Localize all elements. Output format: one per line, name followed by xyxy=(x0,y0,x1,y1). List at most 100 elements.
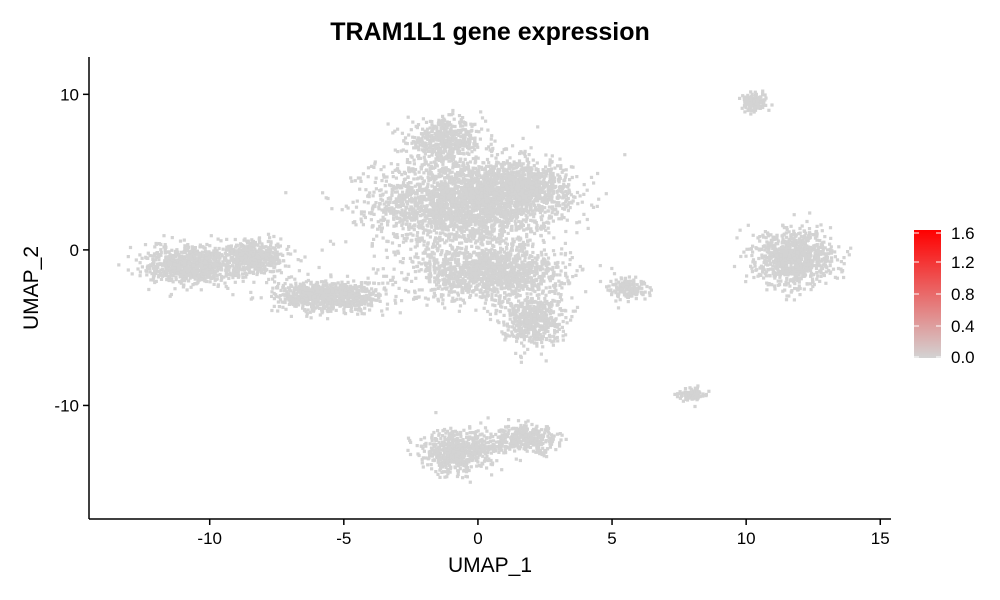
data-point xyxy=(485,186,490,190)
data-point xyxy=(547,221,551,225)
data-point xyxy=(402,139,406,143)
data-point xyxy=(487,217,491,221)
data-point xyxy=(418,239,422,243)
data-point xyxy=(569,193,573,197)
data-point xyxy=(454,129,458,133)
data-point xyxy=(410,279,414,283)
data-point xyxy=(439,218,443,223)
data-point xyxy=(423,261,427,265)
data-point xyxy=(404,288,408,293)
data-point xyxy=(544,165,548,169)
data-point xyxy=(408,188,412,193)
data-point xyxy=(513,170,517,174)
data-point xyxy=(436,193,440,197)
data-point xyxy=(507,264,511,268)
data-point xyxy=(412,216,416,220)
data-point xyxy=(504,210,508,214)
data-point xyxy=(436,206,440,210)
data-point xyxy=(548,193,552,197)
data-point xyxy=(489,225,494,229)
data-point xyxy=(470,150,474,154)
data-point xyxy=(454,185,458,189)
data-point xyxy=(450,179,454,183)
data-point xyxy=(466,132,470,137)
data-point xyxy=(558,283,562,287)
data-point xyxy=(383,184,387,188)
data-point xyxy=(510,225,514,229)
data-point xyxy=(431,202,435,206)
data-point xyxy=(456,291,460,295)
data-point xyxy=(390,206,394,210)
data-point xyxy=(509,270,513,274)
data-point xyxy=(470,244,474,248)
data-point xyxy=(391,170,395,174)
data-point xyxy=(550,184,554,188)
data-point xyxy=(498,197,502,201)
data-point xyxy=(445,132,449,137)
data-point xyxy=(425,134,429,138)
data-point xyxy=(503,291,507,295)
data-point xyxy=(458,241,462,245)
data-point xyxy=(506,231,510,235)
data-point xyxy=(548,180,553,184)
data-point xyxy=(528,238,532,242)
data-point xyxy=(548,171,552,175)
data-point xyxy=(444,169,448,173)
data-point xyxy=(450,220,454,224)
data-point xyxy=(475,194,479,199)
data-point xyxy=(434,278,438,282)
data-point xyxy=(510,214,514,218)
data-point xyxy=(525,287,530,291)
data-point xyxy=(455,161,459,165)
data-point xyxy=(557,178,561,182)
data-point xyxy=(536,203,540,207)
data-point xyxy=(474,190,479,194)
data-point xyxy=(489,137,493,141)
data-point xyxy=(440,190,444,194)
data-point xyxy=(373,204,377,209)
data-point xyxy=(527,223,531,227)
data-point xyxy=(520,199,525,203)
data-point xyxy=(552,236,556,240)
data-point xyxy=(442,197,446,201)
data-point xyxy=(394,294,398,299)
data-point xyxy=(479,175,483,179)
data-point xyxy=(442,214,446,218)
data-point xyxy=(418,188,422,192)
data-point xyxy=(463,165,467,169)
data-point xyxy=(529,207,533,211)
data-point xyxy=(499,221,503,225)
data-point xyxy=(390,187,394,191)
data-point xyxy=(457,278,461,282)
data-point xyxy=(561,196,565,200)
data-point xyxy=(396,249,400,253)
data-point xyxy=(412,170,416,174)
data-point xyxy=(469,255,473,259)
data-point xyxy=(468,295,472,299)
data-point xyxy=(412,158,416,162)
data-point xyxy=(560,170,564,174)
data-point xyxy=(392,250,396,254)
data-point xyxy=(374,176,378,180)
data-point xyxy=(417,223,421,227)
data-point xyxy=(465,186,469,190)
data-point xyxy=(575,231,579,235)
data-point xyxy=(453,273,457,278)
data-point xyxy=(482,212,486,216)
data-point xyxy=(499,209,503,213)
data-point xyxy=(467,236,471,240)
data-point xyxy=(412,218,416,222)
data-point xyxy=(428,263,432,267)
data-point xyxy=(443,241,447,245)
data-point xyxy=(435,211,439,215)
data-point xyxy=(521,136,525,140)
data-point xyxy=(405,219,409,223)
data-point xyxy=(481,237,485,241)
data-point xyxy=(401,203,405,207)
data-point xyxy=(542,182,547,186)
data-point xyxy=(422,239,426,243)
data-point xyxy=(443,278,447,282)
data-point xyxy=(454,233,458,237)
data-point xyxy=(385,255,389,260)
data-point xyxy=(514,289,518,293)
